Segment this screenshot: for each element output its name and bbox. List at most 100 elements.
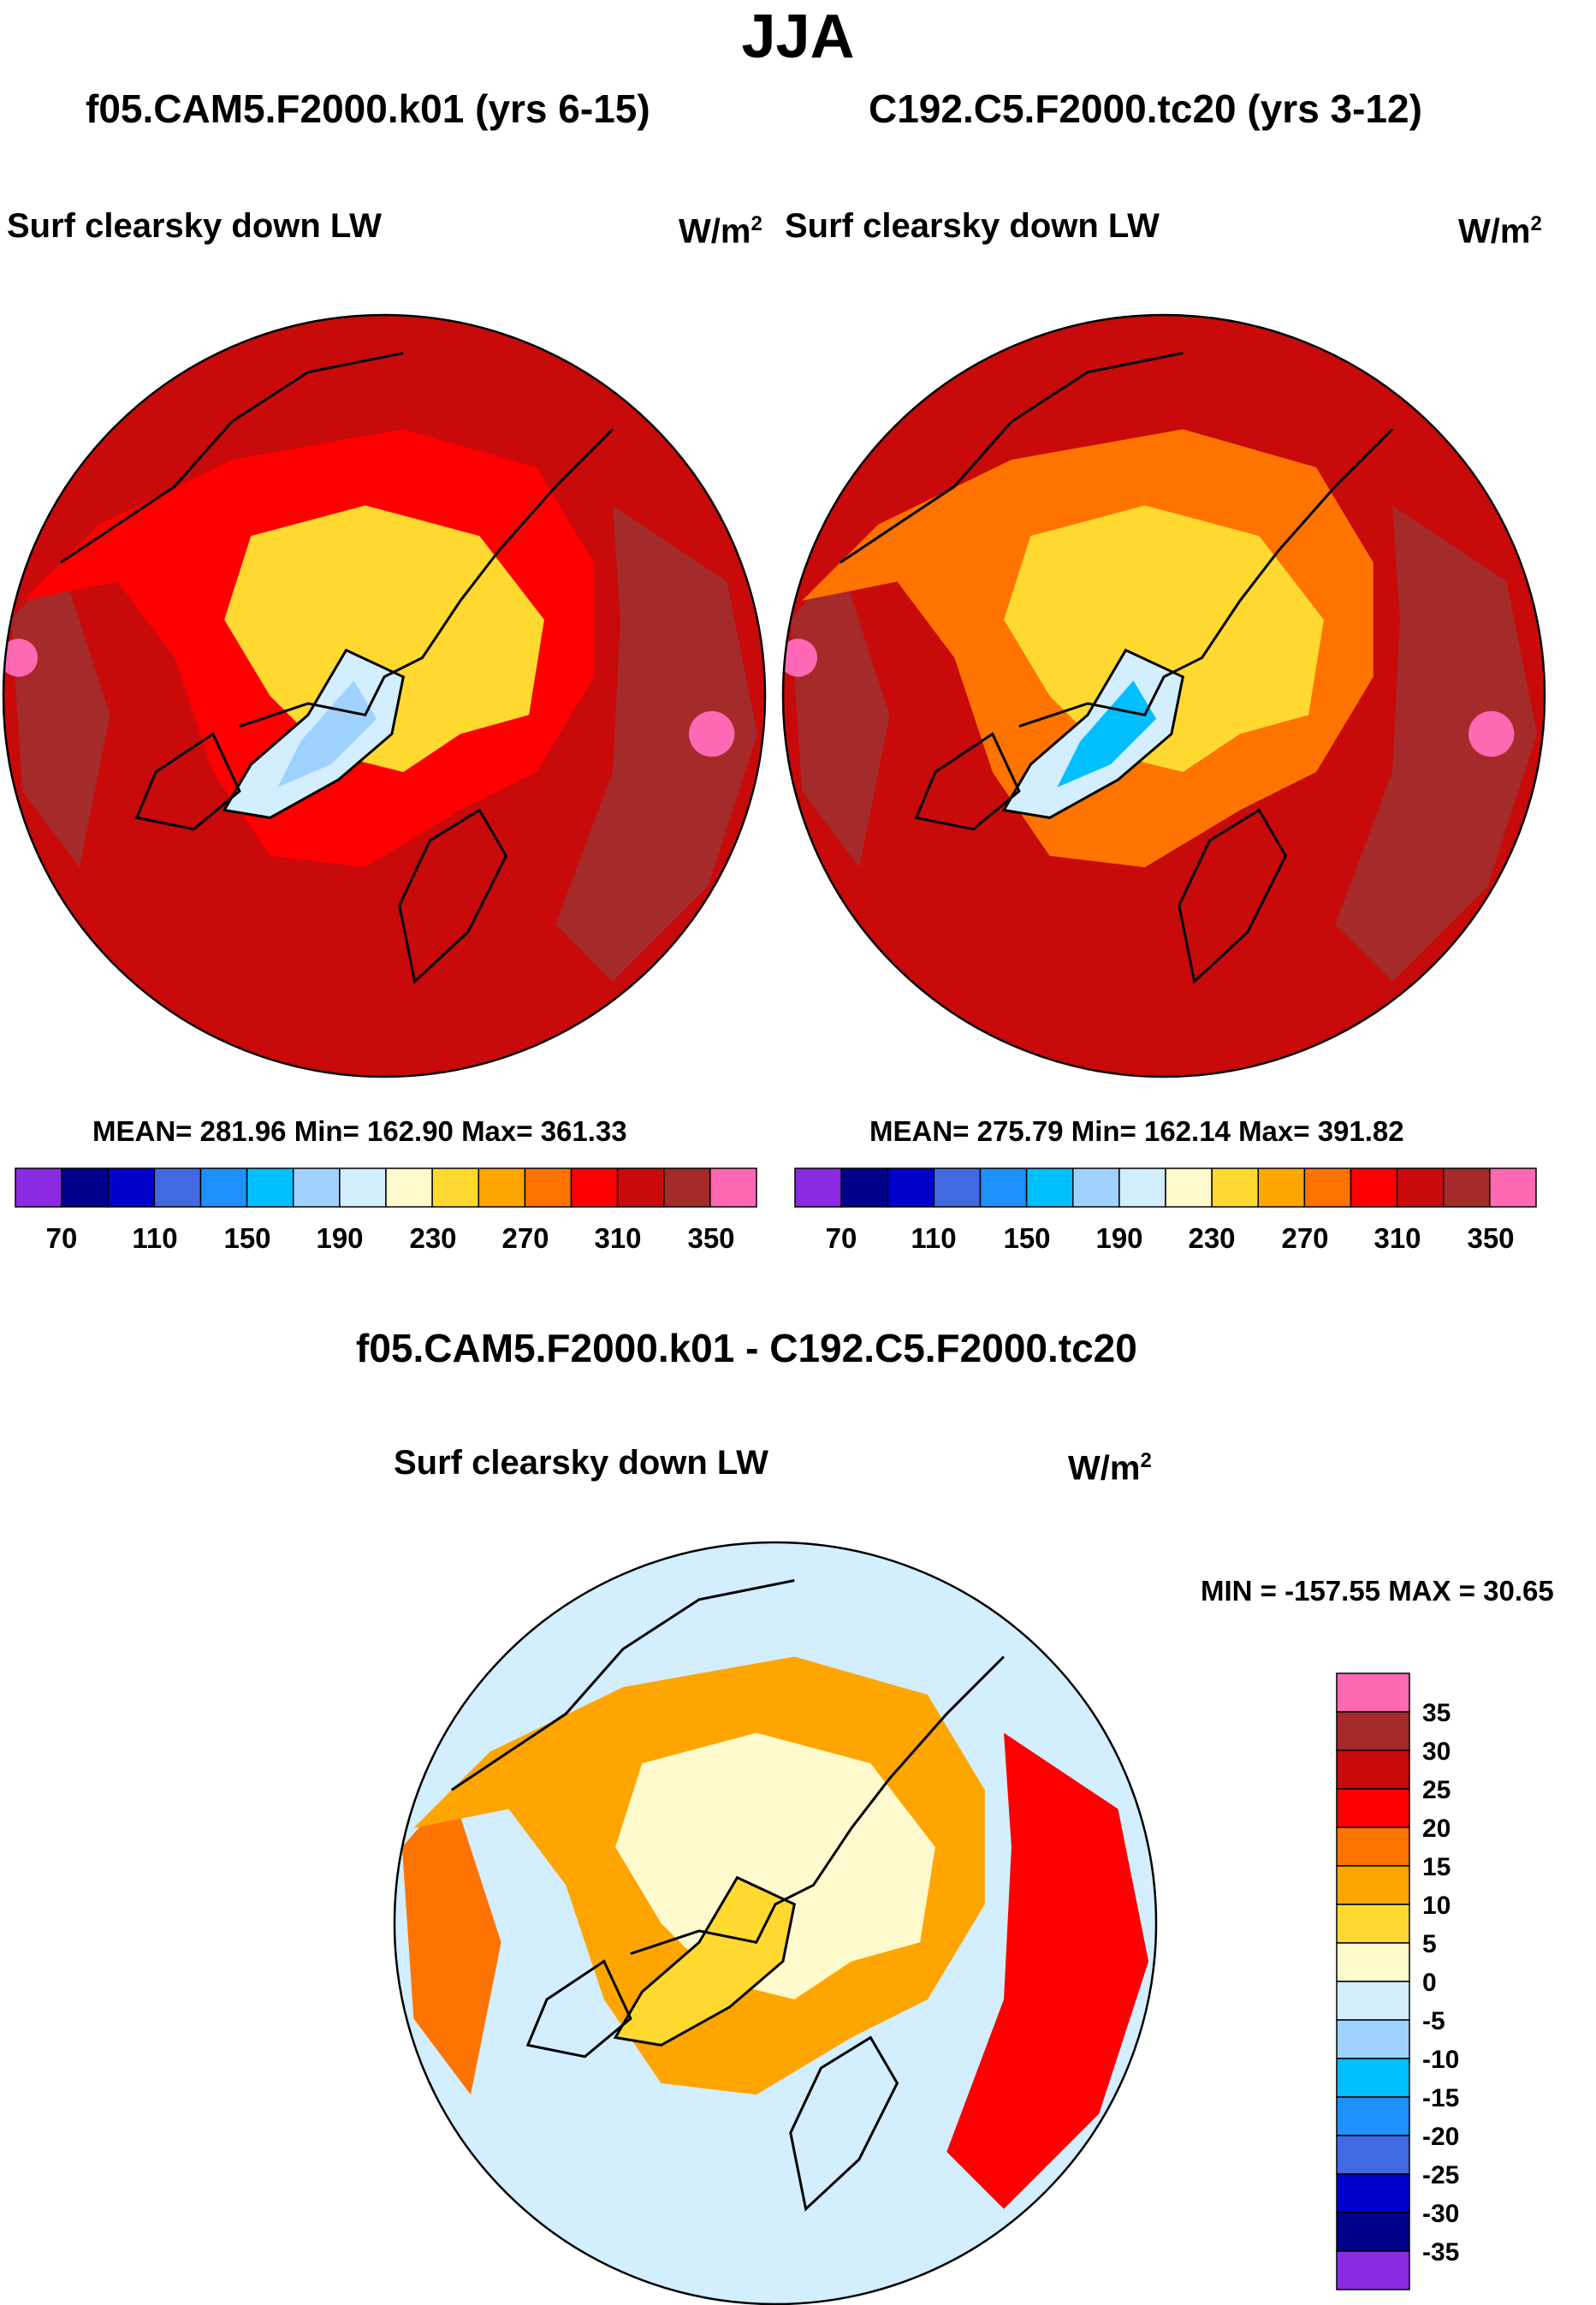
left-map-model-title: f05.CAM5.F2000.k01 (yrs 6-15): [86, 86, 650, 131]
right-scandinavia-coastline: [1178, 808, 1288, 984]
diff-cbar-swatch: [1336, 1750, 1410, 1790]
left-coastline: [59, 352, 404, 564]
right-cbar-swatch: [794, 1167, 842, 1208]
left-cbar-tick: 110: [132, 1222, 178, 1254]
left-cbar-swatch: [246, 1167, 294, 1208]
right-west-pacific-field: [790, 562, 890, 868]
diff-map-variable-label: Surf clearsky down LW: [394, 1444, 768, 1482]
right-cbar-tick: 70: [825, 1222, 857, 1254]
right-cbar-tick: 190: [1095, 1222, 1143, 1254]
left-cbar-tick: 310: [594, 1222, 642, 1254]
left-cbar-tick: 230: [409, 1222, 457, 1254]
left-cbar-swatch: [61, 1167, 109, 1208]
right-cbar-tick: 150: [1003, 1222, 1051, 1254]
right-cbar-tick: 350: [1467, 1222, 1515, 1254]
diff-coastline: [630, 1655, 1006, 1956]
left-west-pacific-field: [10, 562, 110, 868]
diff-cbar-swatch: [1336, 1788, 1410, 1828]
diff-siberia-field: [946, 1732, 1149, 2209]
left-scandinavia-coastline: [398, 808, 508, 984]
diff-cbar-tick: 15: [1422, 1853, 1451, 1881]
left-cbar-tick: 190: [316, 1222, 364, 1254]
diff-north-america-field: [401, 1790, 501, 2095]
left-cbar-tick: 70: [45, 1222, 78, 1254]
right-greenland-interior-field: [1057, 680, 1157, 787]
left-cbar-swatch: [709, 1167, 757, 1208]
left-cbar-swatch: [431, 1167, 479, 1208]
right-map-model-title: C192.C5.F2000.tc20 (yrs 3-12): [869, 86, 1422, 131]
diff-cbar-tick: 5: [1422, 1930, 1437, 1958]
diff-scandinavia-coastline: [789, 2035, 899, 2212]
left-map-variable-label: Surf clearsky down LW: [7, 207, 382, 245]
diff-cbar-tick: 35: [1422, 1699, 1451, 1727]
right-map-stats: MEAN= 275.79 Min= 162.14 Max= 391.82: [869, 1115, 1404, 1147]
diff-cbar-swatch: [1336, 1981, 1410, 2021]
left-tropical-fringe-west: [3, 639, 39, 677]
left-cbar-tick: 150: [223, 1222, 271, 1254]
diff-cbar-tick: -35: [1422, 2238, 1460, 2266]
right-coastline: [1018, 428, 1394, 728]
right-hudson-coastline: [914, 732, 1021, 831]
diff-cbar-swatch: [1336, 2135, 1410, 2175]
diff-cbar-tick: -25: [1422, 2161, 1460, 2189]
diff-map-border: [393, 1541, 1158, 2305]
left-cbar-swatch: [663, 1167, 711, 1208]
left-pacific-field: [555, 505, 758, 982]
left-cbar-swatch: [570, 1167, 619, 1208]
diff-cbar-tick: 10: [1422, 1892, 1451, 1920]
right-cbar-swatch: [1396, 1167, 1445, 1208]
diff-cbar-swatch: [1336, 2058, 1410, 2098]
diff-cbar-swatch: [1336, 2212, 1410, 2252]
diff-cbar-tick: 20: [1422, 1815, 1451, 1843]
left-cbar-swatch: [107, 1167, 156, 1208]
diff-map-units: W/m2: [1068, 1449, 1152, 1488]
diff-cbar-swatch: [1336, 1865, 1410, 1905]
left-map: [2, 313, 767, 1078]
right-cbar-swatch: [887, 1167, 935, 1208]
left-cbar-swatch: [524, 1167, 573, 1208]
right-cbar-swatch: [1443, 1167, 1491, 1208]
right-greenland-coastline: [1001, 648, 1185, 819]
left-cbar-swatch: [478, 1167, 526, 1208]
left-map-stats: MEAN= 281.96 Min= 162.90 Max= 361.33: [92, 1115, 627, 1147]
left-cbar-swatch: [385, 1167, 433, 1208]
left-cbar-swatch: [15, 1167, 62, 1208]
left-tropical-fringe: [689, 710, 735, 757]
right-tropical-fringe-west: [783, 639, 818, 677]
right-cbar-swatch: [1303, 1167, 1352, 1208]
right-cbar-swatch: [1165, 1167, 1213, 1208]
left-coastline: [239, 428, 614, 728]
right-map: [781, 313, 1546, 1078]
right-cbar-swatch: [1072, 1167, 1120, 1208]
diff-cbar-tick: 25: [1422, 1776, 1451, 1804]
diff-map: [393, 1541, 1158, 2305]
right-cbar-tick: 270: [1281, 1222, 1329, 1254]
right-cbar-swatch: [1025, 1167, 1074, 1208]
right-cbar-swatch: [979, 1167, 1028, 1208]
diff-cbar-tick: -10: [1422, 2046, 1460, 2074]
left-cbar-tick: 350: [687, 1222, 735, 1254]
diff-cbar-tick: 30: [1422, 1738, 1451, 1766]
right-cbar-tick: 310: [1374, 1222, 1421, 1254]
diff-cbar-tick: -15: [1422, 2084, 1460, 2112]
page-title: JJA: [741, 3, 855, 71]
right-cbar-tick: 230: [1188, 1222, 1236, 1254]
diff-cbar-swatch: [1336, 2096, 1410, 2136]
diff-cbar-tick: -5: [1422, 2007, 1445, 2035]
right-cbar-swatch: [1211, 1167, 1259, 1208]
right-cbar-tick: 110: [911, 1222, 957, 1254]
diff-cbar-swatch: [1336, 2250, 1410, 2290]
right-cbar-swatch: [1118, 1167, 1166, 1208]
diff-cbar-tick: -20: [1422, 2123, 1460, 2151]
right-coastline: [839, 352, 1184, 564]
right-cbar-swatch: [1489, 1167, 1537, 1208]
right-cbar-swatch: [1257, 1167, 1306, 1208]
diff-cbar-swatch: [1336, 1827, 1410, 1867]
right-cbar-swatch: [933, 1167, 982, 1208]
left-cbar-swatch: [199, 1167, 248, 1208]
diff-cbar-tick: -30: [1422, 2200, 1460, 2228]
left-greenland-coastline: [222, 648, 406, 819]
diff-greenland-coastline: [613, 1875, 797, 2047]
right-tropical-fringe: [1468, 710, 1515, 757]
